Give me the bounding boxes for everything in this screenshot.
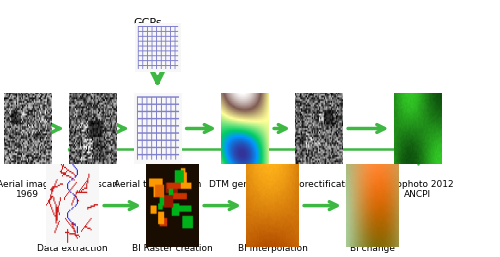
Text: Data extraction: Data extraction bbox=[37, 244, 108, 253]
Text: Aerial images
1969: Aerial images 1969 bbox=[0, 180, 58, 199]
Text: GCPs: GCPs bbox=[133, 18, 162, 28]
Text: Ortophoto 2012
ANCPI: Ortophoto 2012 ANCPI bbox=[382, 180, 454, 199]
Text: BI change: BI change bbox=[350, 244, 395, 253]
Text: BI Raster creation: BI Raster creation bbox=[132, 244, 213, 253]
Text: DTM generation: DTM generation bbox=[209, 180, 281, 189]
Text: BI interpolation: BI interpolation bbox=[238, 244, 308, 253]
Text: Orthorectification: Orthorectification bbox=[279, 180, 359, 189]
Text: Aerial triangulation: Aerial triangulation bbox=[114, 180, 201, 189]
Text: Image scan: Image scan bbox=[66, 180, 118, 189]
